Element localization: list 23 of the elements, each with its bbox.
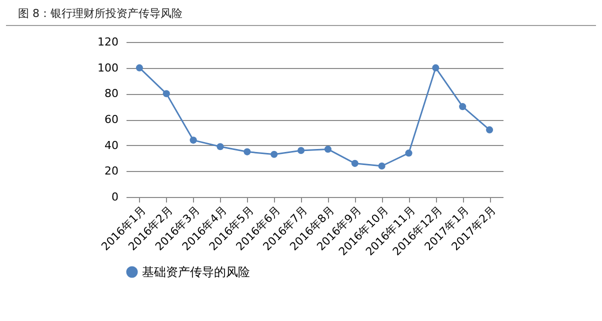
y-tick-label: 40 [104,138,118,152]
point [216,143,224,150]
legend-label: 基础资产传导的风险 [142,265,250,279]
y-tick-label: 0 [112,190,118,204]
point [136,64,143,72]
point [298,146,305,154]
y-tick-label: 100 [98,61,118,74]
point [351,160,358,167]
y-tick-label: 20 [104,164,118,178]
point [270,150,278,158]
point [324,146,332,153]
point [378,162,386,170]
point [432,64,440,72]
point [190,136,197,144]
y-tick-label: 120 [98,36,118,48]
point [486,126,494,134]
y-tick-label: 60 [104,113,118,126]
y-tick-label: 80 [104,87,118,100]
chart-title: 图 8：银行理财所投资产传导风险 [6,0,596,26]
point [162,90,170,98]
point [405,150,412,157]
point [459,103,466,110]
point [244,148,251,156]
